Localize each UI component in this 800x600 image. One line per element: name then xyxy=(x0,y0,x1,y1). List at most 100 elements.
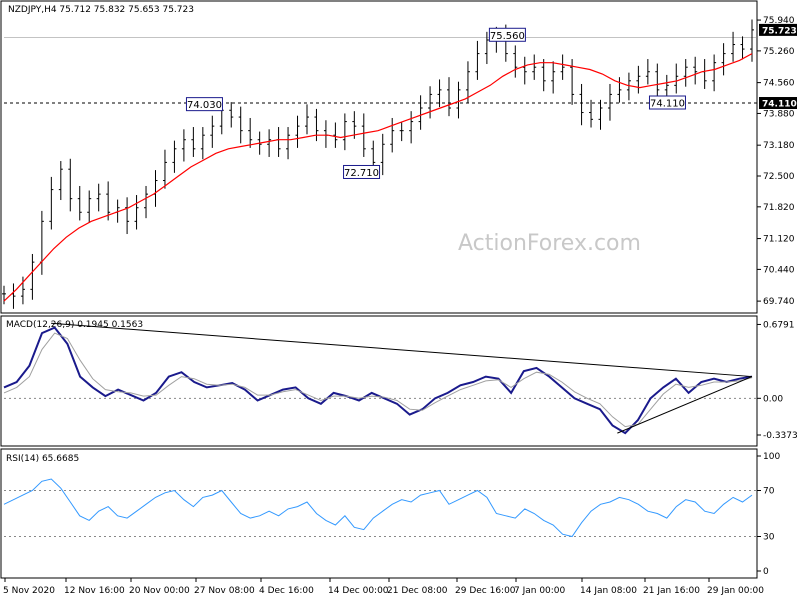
x-tick-label: 12 Nov 16:00 xyxy=(64,586,125,596)
price-y-tick-label: 71.820 xyxy=(763,203,795,213)
price-bar xyxy=(229,102,234,128)
watermark: ActionForex.com xyxy=(458,231,641,256)
x-tick-label: 29 Jan 00:00 xyxy=(707,586,764,596)
price-annotation: 74.110 xyxy=(648,95,686,110)
price-bar xyxy=(172,140,177,173)
price-y-tick-label: 75.940 xyxy=(763,16,795,26)
price-y-tick-label: 75.260 xyxy=(763,47,795,57)
rsi-y-tick-label: 70 xyxy=(763,487,775,497)
x-tick-label: 4 Dec 16:00 xyxy=(259,586,314,596)
price-bar xyxy=(598,99,603,130)
price-bar xyxy=(323,120,328,148)
price-bar xyxy=(106,181,111,221)
price-bar xyxy=(49,176,54,230)
price-annotation-label: 74.110 xyxy=(650,99,685,110)
price-bar xyxy=(68,158,73,212)
price-bar xyxy=(740,36,745,60)
price-bar xyxy=(447,77,452,117)
price-bar xyxy=(380,133,385,176)
x-tick-label: 27 Nov 08:00 xyxy=(194,586,255,596)
macd-trendline xyxy=(617,376,753,434)
x-tick-label: 21 Jan 16:00 xyxy=(643,586,700,596)
price-bar xyxy=(409,111,414,144)
price-annotation-box xyxy=(343,164,381,179)
price-bar xyxy=(125,197,130,235)
price-bar xyxy=(702,59,707,89)
price-bar xyxy=(276,127,281,157)
support-price-tag: 74.110 xyxy=(762,100,797,110)
price-y-tick-label: 72.500 xyxy=(763,172,795,182)
price-bar xyxy=(77,185,82,221)
x-tick-label: 21 Dec 08:00 xyxy=(387,586,448,596)
price-bar xyxy=(333,122,338,148)
price-bar xyxy=(579,83,584,126)
price-annotation: 72.710 xyxy=(343,164,381,179)
price-bar xyxy=(238,106,243,144)
price-header: NZDJPY,H4 75.712 75.832 75.653 75.723 xyxy=(8,5,194,15)
x-tick-label: 7 Jan 00:00 xyxy=(514,586,566,596)
price-bar xyxy=(674,63,679,94)
price-bar xyxy=(655,63,660,101)
price-bar xyxy=(248,117,253,148)
price-bar xyxy=(314,108,319,142)
price-bar xyxy=(352,111,357,139)
price-bar xyxy=(2,285,6,305)
rsi-y-tick-label: 30 xyxy=(763,533,775,543)
price-annotation-label: 74.030 xyxy=(187,100,222,111)
price-bar xyxy=(210,115,215,148)
price-y-tick-label: 74.560 xyxy=(763,79,795,89)
axis-layer: 75.940 75.260 74.560 73.880 73.180 72.500 71.8… xyxy=(3,16,798,596)
price-bar xyxy=(286,127,291,160)
price-y-tick-label: 69.740 xyxy=(763,297,795,307)
price-bar xyxy=(390,117,395,153)
rsi-panel-frame xyxy=(0,448,758,579)
price-bar xyxy=(532,54,537,80)
price-bar xyxy=(456,81,461,119)
price-bar xyxy=(626,72,631,101)
price-bar xyxy=(522,56,527,85)
price-bar xyxy=(731,31,736,62)
price-bar xyxy=(428,86,433,119)
price-bar xyxy=(200,127,205,160)
price-bar xyxy=(437,79,442,108)
price-bar xyxy=(721,43,726,76)
last-price-tag-bg xyxy=(759,23,797,36)
x-tick-label: 5 Nov 2020 xyxy=(3,586,55,596)
price-bar xyxy=(20,276,25,305)
price-bar xyxy=(181,129,186,162)
price-bar xyxy=(134,195,139,230)
price-bar xyxy=(11,283,16,309)
price-bar xyxy=(39,210,44,275)
price-y-tick-label: 71.120 xyxy=(763,235,795,245)
price-annotation: 74.030 xyxy=(185,97,223,112)
rsi-header: RSI(14) 65.6685 xyxy=(6,454,79,464)
price-bar xyxy=(30,253,35,300)
price-bar xyxy=(589,99,594,128)
price-bar xyxy=(617,77,622,103)
price-bar xyxy=(551,61,556,94)
price-bar xyxy=(96,183,101,212)
price-annotation: 75.560 xyxy=(488,27,526,42)
price-bar xyxy=(191,127,196,157)
moving-average-line xyxy=(3,53,753,302)
macd-layer xyxy=(3,322,757,435)
price-bar xyxy=(153,170,158,207)
x-tick-label: 14 Jan 08:00 xyxy=(580,586,637,596)
rsi-y-tick-label: 100 xyxy=(763,452,780,462)
macd-signal-line xyxy=(3,332,753,428)
price-bar xyxy=(144,185,149,219)
price-bar xyxy=(475,40,480,80)
macd-trendline xyxy=(51,322,753,378)
macd-line xyxy=(3,326,753,435)
price-annotation-label: 75.560 xyxy=(490,31,525,42)
price-bar xyxy=(58,161,63,201)
price-layer: 75.560 74.030 72.710 74.110 xyxy=(2,19,757,309)
price-bar xyxy=(361,113,366,157)
rsi-y-tick-label: 0 xyxy=(763,567,769,577)
price-panel-frame xyxy=(0,0,758,314)
support-price-tag-bg xyxy=(759,97,797,110)
price-y-tick-label: 73.180 xyxy=(763,141,795,151)
macd-y-tick-label: -0.3373 xyxy=(763,431,798,441)
price-bar xyxy=(87,190,92,223)
